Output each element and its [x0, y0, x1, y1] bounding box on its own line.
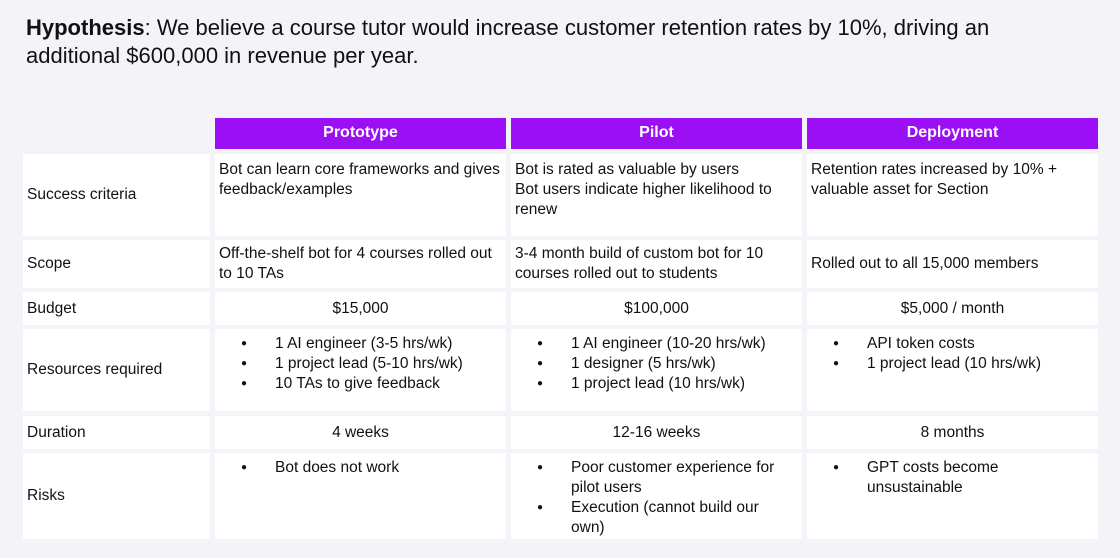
cell-scope-deployment: Rolled out to all 15,000 members — [807, 240, 1098, 288]
cell-budget-prototype: $15,000 — [215, 292, 506, 325]
cell-duration-prototype: 4 weeks — [215, 416, 506, 449]
cell-risks-deployment: GPT costs become unsustainable — [807, 453, 1098, 539]
resource-item: API token costs — [807, 334, 1098, 354]
resource-item: 1 project lead (5-10 hrs/wk) — [215, 354, 506, 374]
resource-item: 1 project lead (10 hrs/wk) — [511, 374, 802, 394]
cell-success-pilot: Bot is rated as valuable by users Bot us… — [511, 154, 802, 236]
row-label-duration: Duration — [23, 416, 210, 449]
row-label-success-criteria: Success criteria — [23, 154, 210, 236]
column-header-pilot: Pilot — [511, 118, 802, 149]
resource-item: 1 designer (5 hrs/wk) — [511, 354, 802, 374]
cell-scope-pilot: 3-4 month build of custom bot for 10 cou… — [511, 240, 802, 288]
cell-success-prototype: Bot can learn core frameworks and gives … — [215, 154, 506, 236]
cell-resources-pilot: 1 AI engineer (10-20 hrs/wk) 1 designer … — [511, 329, 802, 411]
cell-resources-prototype: 1 AI engineer (3-5 hrs/wk) 1 project lea… — [215, 329, 506, 411]
resource-item: 1 project lead (10 hrs/wk) — [807, 354, 1098, 374]
resource-item: 1 AI engineer (10-20 hrs/wk) — [511, 334, 802, 354]
cell-resources-deployment: API token costs 1 project lead (10 hrs/w… — [807, 329, 1098, 411]
cell-risks-prototype: Bot does not work — [215, 453, 506, 539]
cell-duration-deployment: 8 months — [807, 416, 1098, 449]
hypothesis-text: : We believe a course tutor would increa… — [26, 15, 990, 68]
row-label-scope: Scope — [23, 240, 210, 288]
risk-item: Bot does not work — [215, 458, 506, 478]
resource-item: 1 AI engineer (3-5 hrs/wk) — [215, 334, 506, 354]
row-label-risks: Risks — [23, 453, 210, 539]
risk-item: Execution (cannot build our own) — [511, 498, 802, 538]
cell-success-deployment: Retention rates increased by 10% + valua… — [807, 154, 1098, 236]
success-prototype-text: Bot can learn core frameworks and gives … — [219, 161, 500, 198]
cell-scope-prototype: Off-the-shelf bot for 4 courses rolled o… — [215, 240, 506, 288]
risk-item: Poor customer experience for pilot users — [511, 458, 802, 498]
hypothesis-label: Hypothesis — [26, 15, 145, 40]
risk-item: GPT costs become unsustainable — [807, 458, 1098, 498]
success-pilot-line: Bot users indicate higher likelihood to … — [515, 181, 772, 218]
success-pilot-line: Bot is rated as valuable by users — [515, 161, 740, 178]
cell-budget-deployment: $5,000 / month — [807, 292, 1098, 325]
hypothesis-statement: Hypothesis: We believe a course tutor wo… — [26, 14, 1086, 70]
column-header-deployment: Deployment — [807, 118, 1098, 149]
cell-budget-pilot: $100,000 — [511, 292, 802, 325]
cell-risks-pilot: Poor customer experience for pilot users… — [511, 453, 802, 539]
column-header-prototype: Prototype — [215, 118, 506, 149]
cell-duration-pilot: 12-16 weeks — [511, 416, 802, 449]
row-label-budget: Budget — [23, 292, 210, 325]
row-label-resources: Resources required — [23, 329, 210, 411]
resource-item: 10 TAs to give feedback — [215, 374, 506, 394]
success-deployment-text: Retention rates increased by 10% + valua… — [811, 161, 1057, 198]
